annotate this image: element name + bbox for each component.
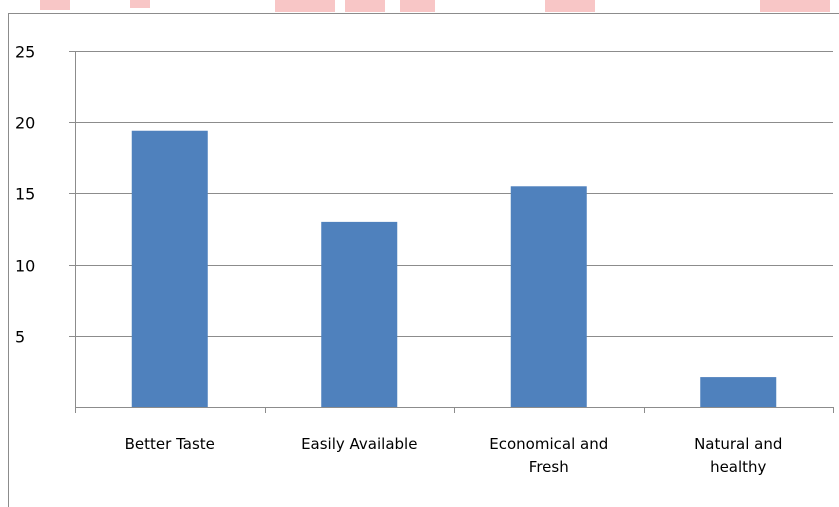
watermark-mark [545, 0, 595, 12]
bar [510, 186, 587, 407]
bar [700, 377, 777, 407]
watermark-mark [130, 0, 150, 8]
bar-chart: 5 10 15 20 25 Better Taste Easily Available Eco… [15, 43, 834, 476]
y-tick-label: 20 [15, 114, 35, 133]
watermark-mark [40, 0, 70, 10]
y-tick-label: 10 [15, 257, 35, 276]
bar [131, 130, 208, 407]
watermark-mark [345, 0, 385, 12]
x-category-label: Better Taste [125, 435, 215, 453]
watermark-mark [275, 0, 335, 12]
x-category-label: Easily Available [301, 435, 417, 453]
y-tick-label: 15 [15, 185, 35, 204]
watermark-mark [400, 0, 435, 12]
y-tick-label: 5 [15, 328, 25, 347]
x-category-label: Economical and [489, 435, 608, 453]
x-category-label: Natural and [694, 435, 782, 453]
chart-area: 5 10 15 20 25 Better Taste Easily Available Eco… [8, 13, 839, 507]
watermark-mark [760, 0, 830, 12]
x-category-label: Fresh [529, 458, 569, 476]
bar [321, 221, 398, 407]
y-tick-label: 25 [15, 43, 35, 62]
x-category-label: healthy [710, 458, 766, 476]
